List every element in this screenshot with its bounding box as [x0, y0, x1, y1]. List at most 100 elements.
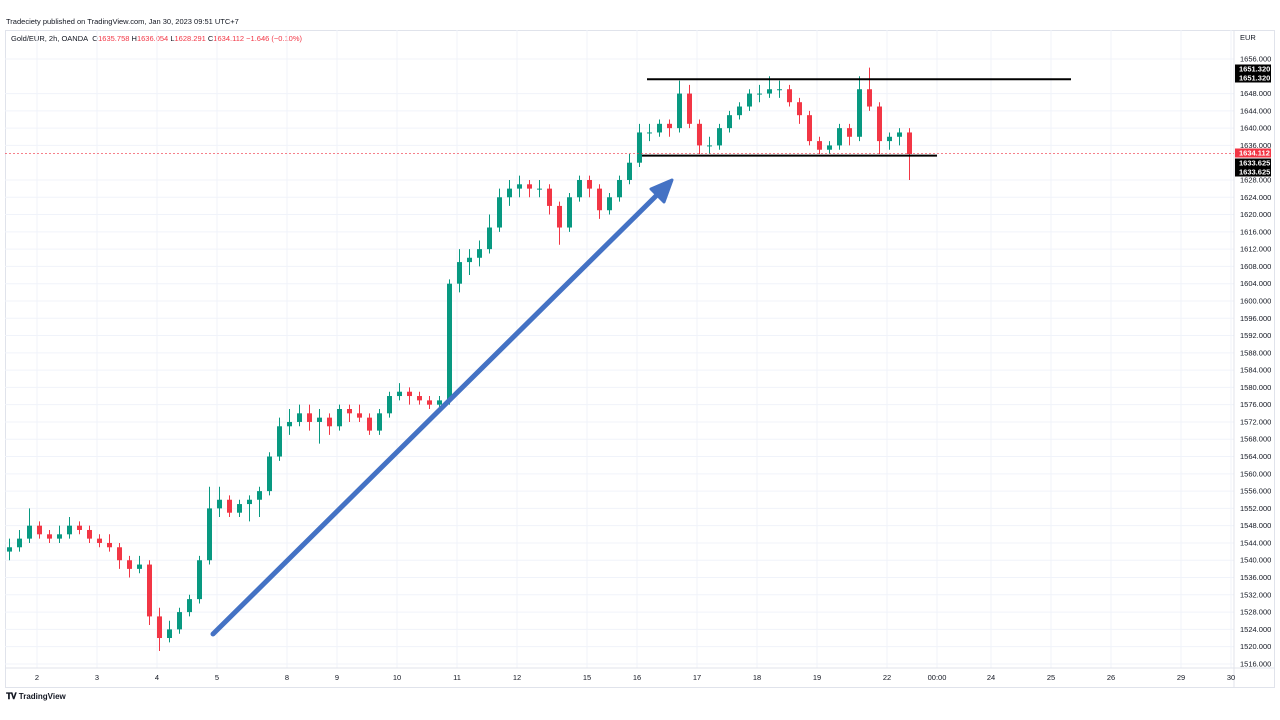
close-value: 1634.112: [213, 34, 245, 43]
candle-body: [597, 188, 602, 211]
candle-body: [767, 89, 772, 94]
price-tick-label: 1656.000: [1240, 55, 1271, 64]
candle-body: [37, 525, 42, 535]
price-tick-label: 1540.000: [1240, 556, 1271, 565]
candle-body: [627, 162, 632, 180]
resistance-badge: 1651.320: [1235, 64, 1271, 74]
price-tick-label: 1576.000: [1240, 400, 1271, 409]
current-price-badge: 1634.112: [1235, 148, 1271, 158]
arrow-head-icon: [649, 178, 674, 204]
horizontal-levels: [5, 78, 1234, 157]
tradingview-logo-icon: 𝐓𝐕: [6, 691, 17, 701]
candle-body: [127, 560, 132, 569]
candle: [257, 486, 262, 518]
price-tick-label: 1548.000: [1240, 521, 1271, 530]
time-tick-label: 5: [215, 673, 219, 682]
price-tick-label: 1532.000: [1240, 590, 1271, 599]
candle: [477, 240, 482, 267]
price-tick-label: 1628.000: [1240, 175, 1271, 184]
price-tick-label: 1536.000: [1240, 573, 1271, 582]
candle-body: [257, 491, 262, 500]
candle: [757, 84, 762, 103]
badge-text: 1634.112: [1239, 149, 1270, 158]
candle-body: [837, 128, 842, 146]
candle-body: [177, 612, 182, 630]
low-value: 1628.291: [174, 34, 206, 43]
time-tick-label: 17: [693, 673, 701, 682]
candle: [137, 555, 142, 574]
candle-body: [887, 136, 892, 142]
price-tick-label: 1624.000: [1240, 193, 1271, 202]
candle: [37, 521, 42, 539]
price-tick-label: 1612.000: [1240, 245, 1271, 254]
time-tick-label: 22: [883, 673, 891, 682]
candle-body: [367, 417, 372, 431]
candle: [247, 495, 252, 522]
grid: [5, 30, 1234, 668]
candle: [907, 128, 912, 180]
candle: [567, 192, 572, 232]
chart-frame[interactable]: [5, 30, 1275, 688]
candle-body: [637, 132, 642, 163]
candle: [737, 102, 742, 120]
candle: [127, 555, 132, 578]
time-axis[interactable]: 2 3 4 5 8 9 10 11 12 15 16 17 18 19 22 00:00 24 25 26 29 30: [35, 673, 1235, 682]
resistance-badge: 1651.320: [1235, 73, 1271, 83]
time-tick-label: 12: [513, 673, 521, 682]
low-label: L: [170, 34, 175, 43]
candle: [847, 123, 852, 146]
arrow-shaft: [210, 189, 663, 637]
candle: [617, 175, 622, 202]
candle: [317, 409, 322, 444]
candle-body: [287, 421, 292, 427]
time-tick-label: 9: [335, 673, 339, 682]
currency-label: EUR: [1240, 33, 1256, 42]
candle-body: [167, 629, 172, 639]
candle: [517, 175, 522, 198]
candle-body: [47, 534, 52, 539]
candle-body: [467, 257, 472, 263]
candle-body: [57, 534, 62, 539]
candle-body: [427, 400, 432, 405]
candle-body: [397, 391, 402, 397]
time-tick-label: 29: [1177, 673, 1185, 682]
candle-body: [227, 499, 232, 513]
candle: [47, 529, 52, 543]
price-tick-label: 1560.000: [1240, 469, 1271, 478]
uptrend-arrow[interactable]: [210, 178, 674, 637]
price-tick-label: 1588.000: [1240, 348, 1271, 357]
candle: [297, 404, 302, 427]
time-tick-label: 15: [583, 673, 591, 682]
candle-body: [267, 456, 272, 492]
candle-body: [207, 508, 212, 561]
time-tick-label: 10: [393, 673, 401, 682]
price-axis[interactable]: 1516.000 1520.000 1524.000 1528.000 1532.000…: [1240, 55, 1271, 669]
candle: [7, 538, 12, 561]
price-tick-label: 1524.000: [1240, 625, 1271, 634]
candle-body: [517, 184, 522, 189]
candle: [507, 179, 512, 206]
candle-body: [707, 145, 712, 147]
support-badge: 1633.625: [1235, 167, 1271, 177]
price-tick-label: 1556.000: [1240, 487, 1271, 496]
candle: [147, 560, 152, 626]
change-value: −1.646 (−0.10%): [246, 34, 303, 43]
time-tick-label: 11: [453, 673, 461, 682]
candle-body: [157, 616, 162, 639]
price-tick-label: 1592.000: [1240, 331, 1271, 340]
candle-body: [77, 525, 82, 530]
price-tick-label: 1644.000: [1240, 106, 1271, 115]
close-label: C: [207, 34, 214, 43]
candle: [897, 128, 902, 146]
candle-body: [67, 525, 72, 535]
candle-body: [867, 89, 872, 107]
candle: [27, 508, 32, 543]
time-tick-label: 19: [813, 673, 821, 682]
candle-body: [677, 93, 682, 129]
candle: [577, 175, 582, 202]
candle-body: [497, 197, 502, 228]
candle-body: [847, 128, 852, 137]
candle-body: [247, 499, 252, 505]
